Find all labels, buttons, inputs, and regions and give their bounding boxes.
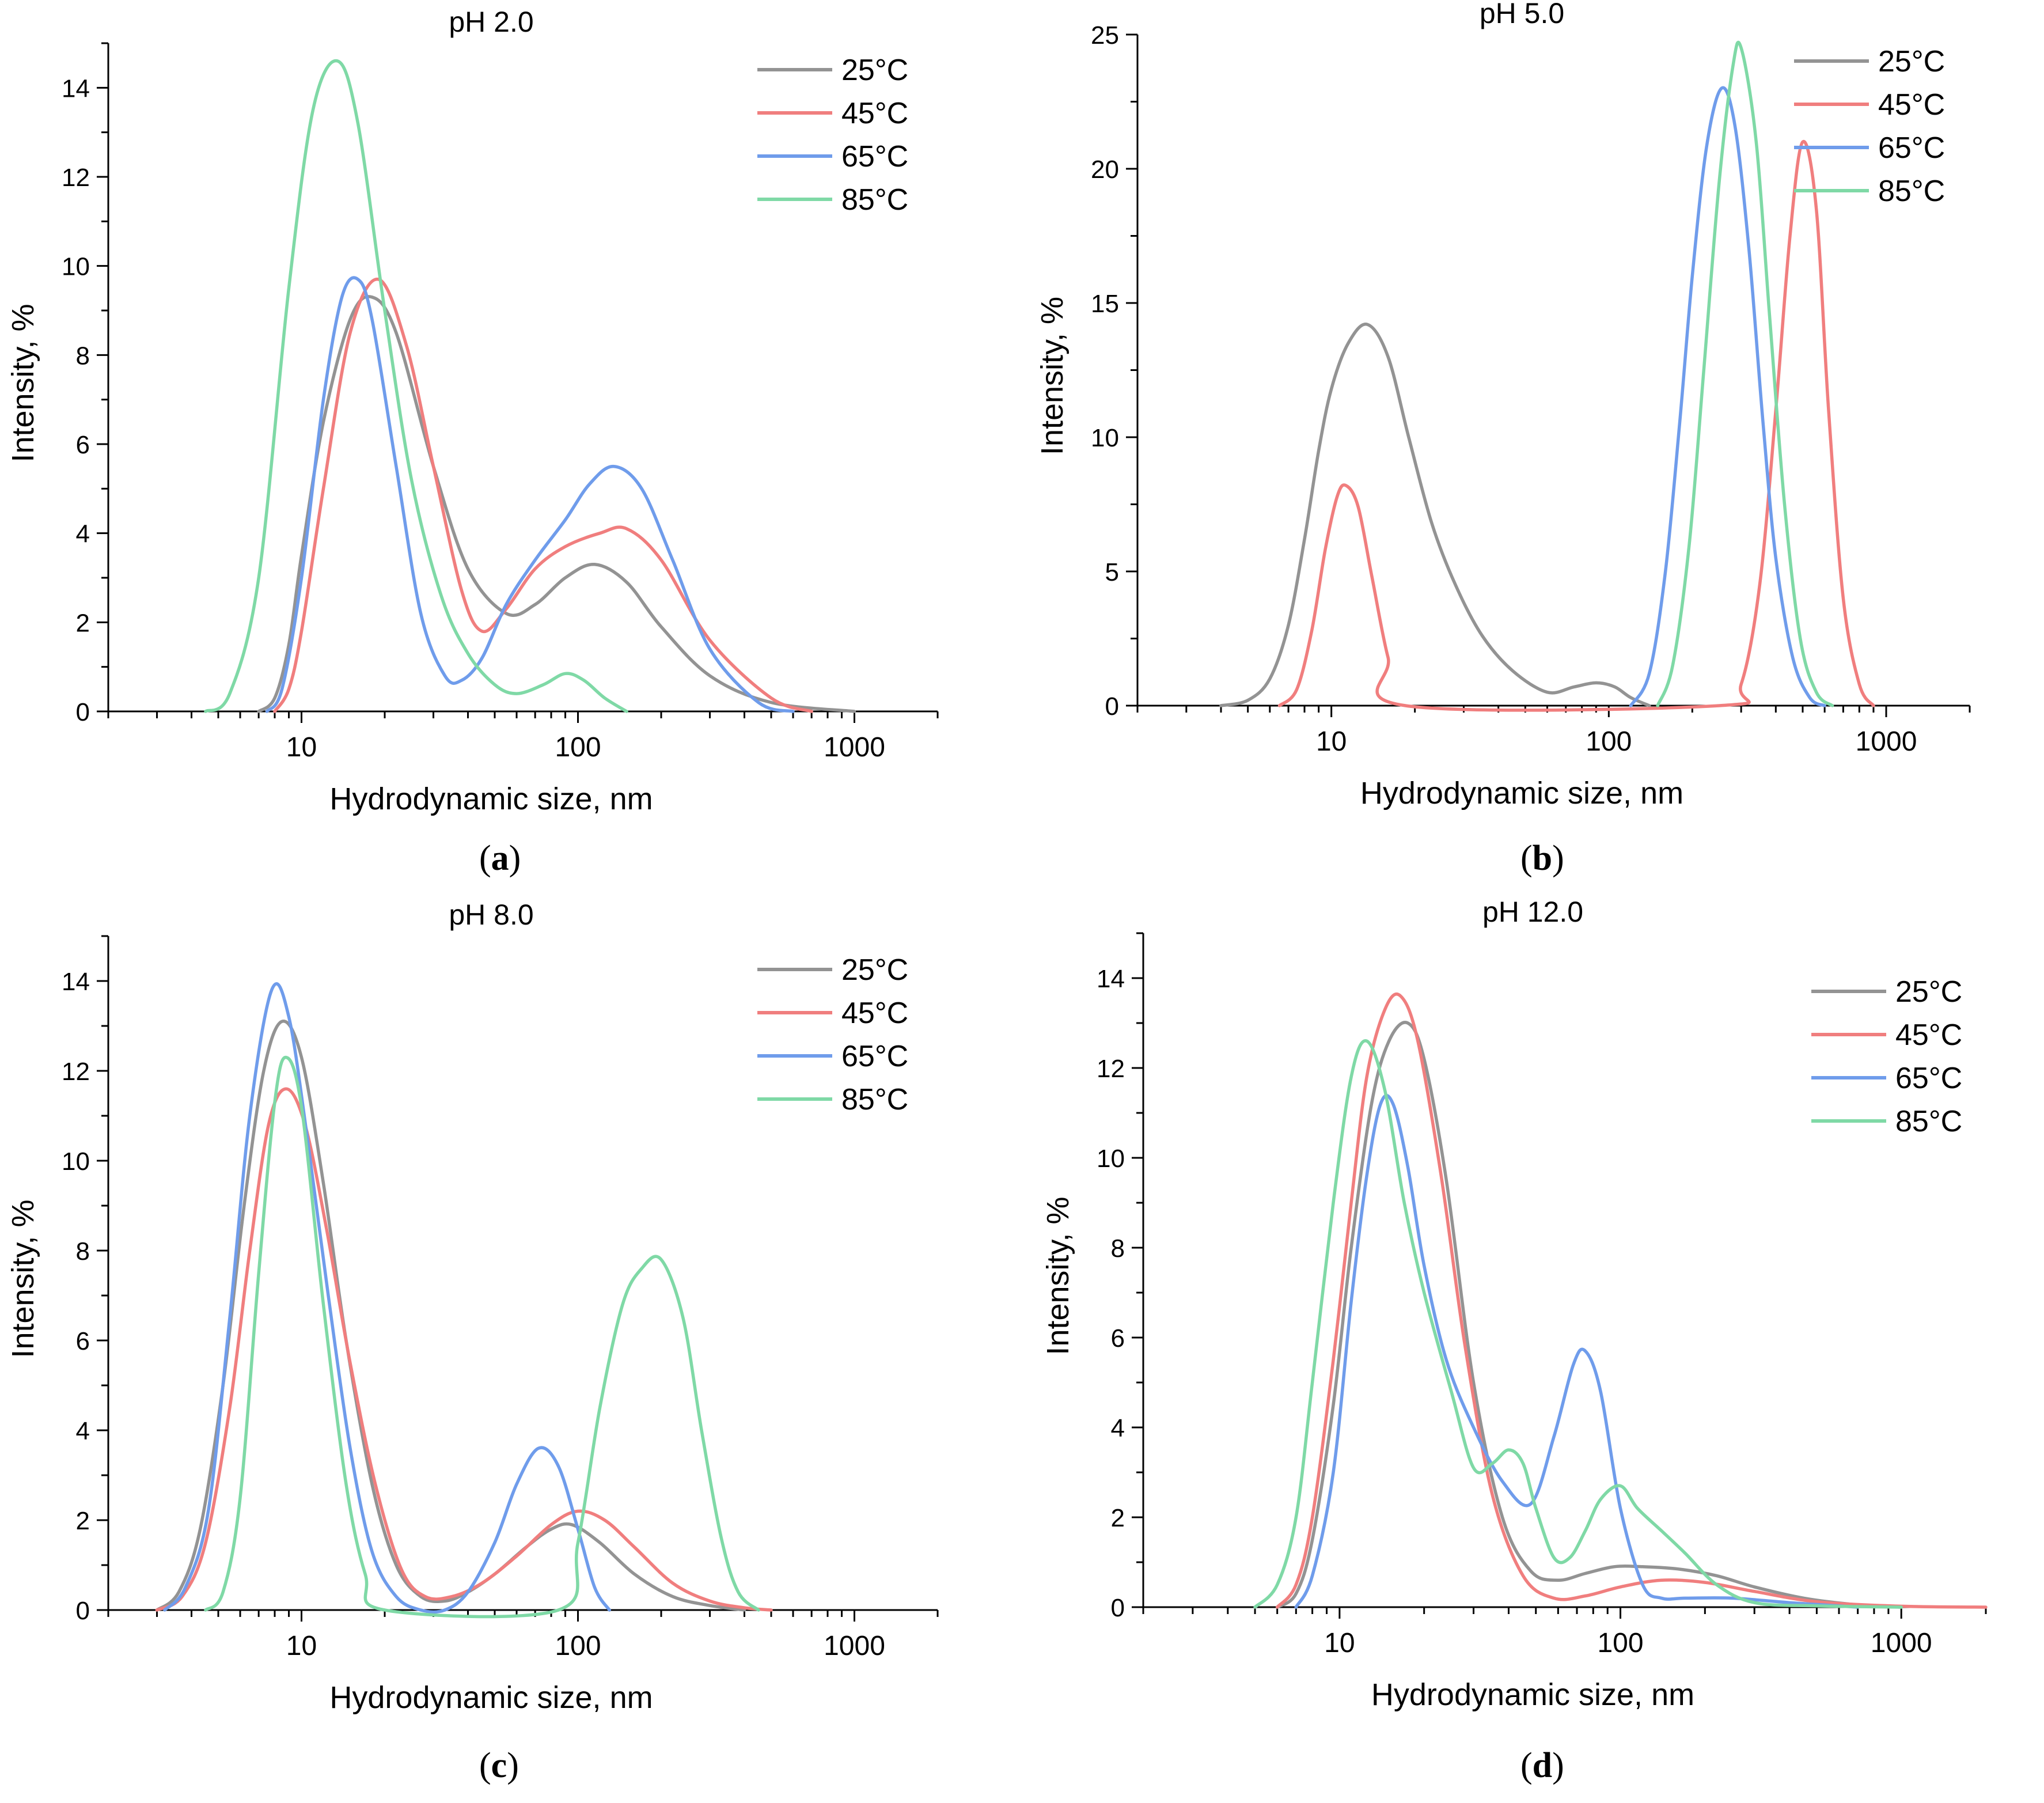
y-tick-label: 5 <box>1105 558 1119 586</box>
legend-label: 25°C <box>841 54 908 87</box>
chart-title: pH 5.0 <box>1480 0 1564 29</box>
chart-panel-d: 10 100 1000 0 2 4 6 8 10 12 14 pH 12.0 Hydrodynamic … <box>1041 896 1988 1712</box>
y-tick-label: 6 <box>76 1327 90 1355</box>
chart-title: pH 2.0 <box>449 6 533 38</box>
x-tick-label: 1000 <box>824 1631 885 1661</box>
chart-panel-b: 10 100 1000 0 5 10 15 20 25 pH 5.0 Hydrodynamic si… <box>1035 0 1971 810</box>
y-tick-label: 15 <box>1091 290 1119 318</box>
series-line-85c <box>1253 1039 1903 1609</box>
y-tick-label: 10 <box>62 253 90 281</box>
y-tick-label: 12 <box>62 1058 90 1086</box>
y-tick-label: 2 <box>76 1507 90 1535</box>
y-tick-label: 0 <box>1111 1594 1125 1622</box>
x-axis-label: Hydrodynamic size, nm <box>329 782 653 816</box>
y-tick-label: 8 <box>76 342 90 370</box>
y-tick-label: 4 <box>76 1417 90 1445</box>
chart-title: pH 8.0 <box>449 899 533 931</box>
legend-label: 25°C <box>1878 45 1945 78</box>
y-axis-label: Intensity, % <box>1035 297 1070 455</box>
series-line-65c <box>1294 1094 1860 1609</box>
y-tick-label: 8 <box>1111 1234 1125 1263</box>
x-axis-label: Hydrodynamic size, nm <box>329 1680 653 1715</box>
x-tick-label: 10 <box>1316 726 1347 757</box>
y-tick-label: 14 <box>62 968 90 996</box>
y-tick-label: 10 <box>62 1147 90 1176</box>
y-tick-label: 25 <box>1091 21 1119 50</box>
legend-label: 45°C <box>841 997 908 1030</box>
x-tick-label: 10 <box>1324 1628 1355 1658</box>
chart-title: pH 12.0 <box>1482 896 1583 928</box>
series-line-85c <box>204 59 628 713</box>
legend-label: 45°C <box>841 97 908 130</box>
legend-label: 65°C <box>1878 131 1945 165</box>
y-tick-label: 14 <box>62 74 90 103</box>
y-tick-label: 10 <box>1091 424 1119 452</box>
y-tick-label: 2 <box>76 609 90 637</box>
x-tick-label: 1000 <box>824 732 885 763</box>
y-tick-label: 20 <box>1091 156 1119 184</box>
legend-label: 65°C <box>841 1040 908 1073</box>
legend-label: 65°C <box>1895 1062 1962 1095</box>
y-tick-label: 14 <box>1097 965 1125 993</box>
caption-c: (c) <box>479 1746 519 1785</box>
y-tick-label: 4 <box>76 520 90 548</box>
series-line-25c <box>1275 1021 1903 1609</box>
y-tick-label: 0 <box>1105 692 1119 721</box>
legend-label: 45°C <box>1878 88 1945 122</box>
legend-label: 85°C <box>841 183 908 217</box>
series-line-45c <box>1275 993 1988 1609</box>
x-tick-label: 10 <box>286 732 317 763</box>
x-axis-label: Hydrodynamic size, nm <box>1371 1677 1694 1712</box>
y-tick-label: 12 <box>1097 1055 1125 1083</box>
caption-b: (b) <box>1520 839 1564 878</box>
series-line-65c <box>1629 86 1826 707</box>
series-line-85c <box>1656 40 1834 707</box>
y-tick-label: 6 <box>1111 1324 1125 1353</box>
x-tick-label: 100 <box>1586 726 1632 757</box>
x-tick-label: 100 <box>555 732 601 763</box>
legend-label: 85°C <box>1878 175 1945 208</box>
y-axis-label: Intensity, % <box>6 304 40 462</box>
legend-label: 25°C <box>1895 975 1962 1009</box>
legend-label: 25°C <box>841 953 908 987</box>
series-line-25c <box>257 295 856 713</box>
series-line-65c <box>265 276 795 713</box>
legend-label: 85°C <box>841 1083 908 1116</box>
series-line-45c <box>1277 139 1875 712</box>
x-axis-label: Hydrodynamic size, nm <box>1360 776 1683 810</box>
y-tick-label: 8 <box>76 1237 90 1266</box>
series-line-65c <box>163 982 611 1614</box>
y-tick-label: 10 <box>1097 1145 1125 1173</box>
x-tick-label: 100 <box>1597 1628 1643 1658</box>
series-line-45c <box>155 1087 773 1612</box>
y-axis-label: Intensity, % <box>6 1199 40 1358</box>
series-line-25c <box>1219 323 1651 707</box>
chart-panel-c: 10 100 1000 0 2 4 6 8 10 12 14 pH 8.0 Hydrodynamic s… <box>6 899 939 1715</box>
y-tick-label: 4 <box>1111 1414 1125 1442</box>
caption-a: (a) <box>479 839 521 878</box>
chart-panel-a: 10 100 1000 0 2 4 6 8 10 12 14 pH 2.0 Hydrodynamic s… <box>6 6 939 816</box>
legend-label: 85°C <box>1895 1105 1962 1138</box>
x-tick-label: 1000 <box>1856 726 1917 757</box>
y-tick-label: 0 <box>76 698 90 726</box>
x-tick-label: 10 <box>286 1631 317 1661</box>
legend-label: 45°C <box>1895 1018 1962 1052</box>
y-axis-label: Intensity, % <box>1041 1196 1075 1355</box>
series-line-85c <box>204 1055 760 1619</box>
y-tick-label: 6 <box>76 431 90 459</box>
x-tick-label: 1000 <box>1871 1628 1932 1658</box>
y-tick-label: 0 <box>76 1597 90 1625</box>
x-tick-label: 100 <box>555 1631 601 1661</box>
caption-d: (d) <box>1520 1746 1564 1785</box>
legend-label: 65°C <box>841 140 908 173</box>
series-line-45c <box>273 278 813 713</box>
series-line-25c <box>155 1020 746 1612</box>
y-tick-label: 2 <box>1111 1504 1125 1532</box>
y-tick-label: 12 <box>62 164 90 192</box>
